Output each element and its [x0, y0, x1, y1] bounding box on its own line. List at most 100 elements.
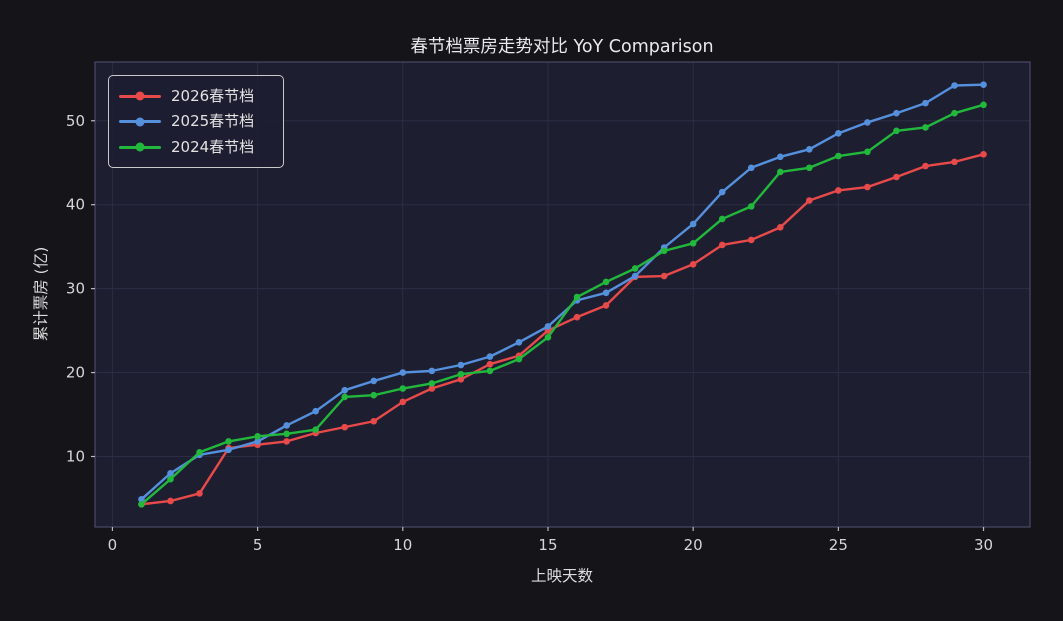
x-tick-label-15: 15 — [538, 536, 557, 554]
x-tick-label-25: 25 — [829, 536, 848, 554]
data-point-2024-day-11 — [428, 380, 436, 387]
data-point-2024-day-30 — [980, 101, 987, 109]
data-point-2026-day-25 — [835, 187, 842, 194]
data-point-2026-day-6 — [283, 438, 290, 445]
data-point-2026-day-13 — [486, 360, 494, 368]
data-point-2026-day-22 — [747, 236, 755, 244]
data-point-2025-day-26 — [864, 119, 871, 126]
data-point-2024-day-9 — [370, 391, 378, 399]
legend-dot-2025 — [135, 117, 145, 126]
legend-line-marker-2026 — [119, 91, 161, 101]
legend-dot-2026 — [135, 91, 145, 101]
x-tick-label-0: 0 — [108, 536, 118, 554]
x-tick-label-20: 20 — [684, 536, 703, 554]
data-point-2025-day-10 — [399, 369, 407, 376]
y-axis-label: 累计票房 (亿) — [32, 247, 50, 342]
y-tick-label-10: 10 — [66, 447, 85, 465]
data-point-2025-day-23 — [776, 153, 784, 161]
data-point-2024-day-24 — [806, 164, 813, 172]
x-tick-label-30: 30 — [974, 536, 993, 554]
data-point-2024-day-20 — [689, 239, 697, 247]
data-point-2024-day-17 — [602, 278, 610, 286]
y-tick-label-20: 20 — [66, 364, 85, 382]
data-point-2024-day-16 — [573, 293, 581, 301]
x-tick-label-10: 10 — [393, 536, 412, 554]
chart-title: 春节档票房走势对比 YoY Comparison — [410, 37, 713, 57]
data-point-2024-day-25 — [835, 152, 842, 160]
data-point-2025-day-28 — [922, 99, 929, 107]
data-point-2024-day-15 — [544, 334, 552, 341]
data-point-2025-day-29 — [951, 82, 958, 89]
data-point-2026-day-30 — [980, 151, 987, 158]
data-point-2026-day-24 — [806, 197, 813, 204]
data-point-2024-day-23 — [776, 168, 784, 176]
data-point-2025-day-7 — [312, 407, 319, 415]
y-tick-label-30: 30 — [66, 280, 85, 298]
data-point-2024-day-27 — [893, 127, 900, 135]
data-point-2025-day-12 — [457, 361, 465, 369]
series-line-2024 — [140, 103, 985, 506]
data-point-2024-day-10 — [399, 385, 407, 392]
plot-frame — [94, 61, 1031, 528]
y-tick-label-40: 40 — [66, 196, 85, 214]
data-point-2025-day-17 — [602, 289, 610, 297]
data-point-2025-day-2 — [167, 469, 174, 477]
x-tick-label-5: 5 — [253, 536, 263, 554]
data-point-2025-day-8 — [341, 386, 349, 394]
legend-line-marker-2024 — [119, 142, 161, 152]
data-point-2026-day-17 — [602, 302, 610, 309]
legend-label: 2026春节档 — [171, 86, 255, 105]
data-point-2025-day-15 — [544, 323, 552, 330]
data-point-2025-day-24 — [806, 145, 813, 153]
legend-entry-2024: 2024春节档 — [119, 137, 275, 156]
legend-label: 2025春节档 — [171, 112, 255, 130]
data-point-2024-day-28 — [922, 124, 929, 131]
data-point-2024-day-3 — [196, 448, 203, 456]
legend-label: 2024春节档 — [171, 137, 255, 156]
series-line-2025 — [140, 83, 985, 501]
data-point-2025-day-6 — [283, 422, 290, 429]
data-point-2025-day-5 — [254, 438, 261, 445]
data-point-2025-day-4 — [225, 446, 232, 454]
data-point-2026-day-8 — [341, 423, 349, 431]
data-point-2024-day-14 — [515, 355, 523, 363]
data-point-2024-day-22 — [747, 203, 755, 210]
data-point-2024-day-21 — [718, 215, 726, 223]
data-point-2024-day-26 — [864, 148, 871, 156]
data-point-2025-day-18 — [631, 272, 639, 280]
data-point-2025-day-13 — [486, 353, 494, 360]
data-point-2026-day-12 — [457, 375, 465, 383]
data-point-2025-day-1 — [138, 496, 145, 503]
data-point-2024-day-6 — [283, 430, 290, 438]
data-point-2025-day-14 — [515, 339, 523, 346]
data-point-2025-day-22 — [747, 164, 755, 172]
data-point-2025-day-21 — [718, 188, 726, 196]
data-point-2026-day-20 — [689, 260, 697, 268]
x-axis-label: 上映天数 — [531, 567, 594, 585]
data-point-2026-day-11 — [428, 385, 436, 392]
data-point-2026-day-3 — [196, 490, 203, 497]
y-tick-label-50: 50 — [66, 112, 85, 130]
data-point-2024-day-13 — [486, 367, 494, 375]
data-point-2025-day-27 — [893, 109, 900, 117]
legend-entry-2025: 2025春节档 — [119, 114, 275, 129]
data-point-2026-day-16 — [573, 313, 581, 321]
legend-dot-2024 — [135, 142, 145, 152]
data-point-2024-day-1 — [138, 501, 145, 508]
data-point-2025-day-25 — [835, 130, 842, 137]
data-point-2024-day-7 — [312, 426, 319, 433]
data-point-2026-day-26 — [864, 183, 871, 191]
data-point-2025-day-20 — [689, 220, 697, 228]
legend-entry-2026: 2026春节档 — [119, 86, 275, 105]
data-point-2026-day-9 — [370, 417, 378, 425]
data-point-2024-day-19 — [660, 247, 668, 255]
data-point-2026-day-19 — [660, 272, 668, 280]
data-point-2024-day-12 — [457, 370, 465, 378]
data-point-2024-day-29 — [951, 109, 958, 117]
data-point-2026-day-2 — [167, 497, 174, 505]
data-point-2024-day-18 — [631, 265, 639, 272]
data-point-2026-day-29 — [951, 158, 958, 166]
data-point-2024-day-8 — [341, 393, 349, 401]
data-point-2024-day-2 — [167, 475, 174, 483]
